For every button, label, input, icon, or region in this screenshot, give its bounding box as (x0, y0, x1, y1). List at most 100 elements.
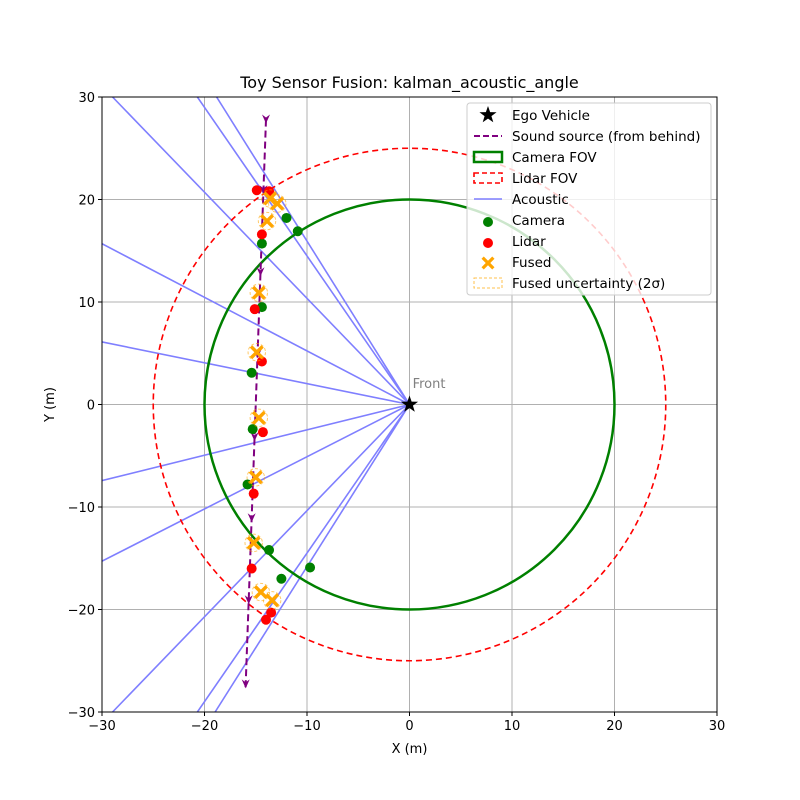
acoustic-ray (102, 243, 410, 406)
legend-item-lidar-patch: Lidar FOV (473, 171, 578, 187)
x-tick-label: 20 (606, 719, 623, 734)
acoustic-ray (214, 404, 411, 712)
legend-item-x: Fused (481, 255, 552, 271)
sound-source-arrow-marker (247, 513, 256, 523)
front-annotation: Front (413, 377, 446, 392)
lidar-point (248, 488, 259, 499)
lidar-point (256, 356, 267, 367)
x-tick-label: −20 (191, 719, 218, 734)
x-tick-label: 0 (405, 719, 413, 734)
fused-point (251, 285, 266, 300)
fused-uncertainty-circle (251, 582, 271, 602)
acoustic-ray (111, 97, 411, 406)
fused-uncertainty-circle (257, 211, 277, 231)
acoustic-ray (102, 403, 410, 482)
legend-item-dash-line: Sound source (from behind) (474, 129, 700, 145)
legend-item-lidar-dot: Lidar (483, 234, 546, 250)
legend-lidar-dot-icon (483, 238, 493, 248)
x-tick-label: −10 (293, 719, 320, 734)
acoustic-ray (215, 97, 411, 405)
sound-source-path (244, 119, 267, 690)
legend-camera-dot-icon (483, 217, 493, 227)
y-tick-label: 10 (78, 296, 95, 311)
legend-label: Fused (512, 255, 552, 271)
acoustic-ray (196, 404, 411, 712)
y-tick-label: 30 (78, 91, 95, 106)
sound-source-arrow-marker (250, 432, 259, 442)
fused-uncertainty-circle (247, 343, 266, 362)
fused-point (249, 345, 264, 360)
legend-label: Sound source (from behind) (512, 129, 700, 145)
legend-fused-icon (481, 256, 495, 270)
camera-point (247, 424, 258, 435)
legend-item-camera-dot: Camera (483, 213, 565, 229)
x-tick-label: 30 (709, 719, 726, 734)
sound-source-arrow-marker (259, 185, 268, 195)
legend-label: Acoustic (512, 192, 569, 208)
acoustic-ray (102, 403, 410, 562)
camera-point (276, 573, 287, 584)
legend-item-camera-patch: Camera FOV (472, 150, 597, 166)
sound-source-arrow-marker (241, 679, 250, 689)
fused-point (253, 585, 268, 600)
fused-uncertainty-circle (249, 283, 269, 302)
camera-fov-circle (203, 198, 616, 611)
y-tick-label: 0 (87, 399, 95, 414)
camera-point (281, 212, 292, 223)
x-axis-label: X (m) (392, 742, 428, 757)
legend-label: Ego Vehicle (512, 108, 590, 124)
y-tick-label: −20 (68, 604, 95, 619)
plot-area: Front (102, 97, 667, 712)
fused-point (248, 470, 263, 485)
y-tick-label: 20 (78, 194, 95, 209)
legend-camera-fov-icon (472, 150, 504, 164)
camera-point (246, 367, 257, 378)
legend-item-line: Acoustic (474, 192, 569, 208)
fused-uncertainty-circle (262, 591, 282, 610)
x-tick-label: 10 (504, 719, 521, 734)
acoustic-ray (111, 403, 411, 712)
camera-point (305, 562, 316, 573)
camera-point (264, 545, 275, 556)
legend-star-icon (479, 106, 497, 123)
sound-source-arrow-marker (244, 595, 253, 605)
lidar-point (251, 185, 262, 196)
legend-label: Camera FOV (512, 150, 597, 166)
ticks: −30 −20 −10 0 10 20 30 −30 −20 −10 0 10 20 30 (68, 91, 726, 734)
lidar-point (256, 229, 267, 240)
legend-box (466, 102, 712, 296)
lidar-point (261, 614, 271, 625)
legend-label: Camera (512, 213, 565, 229)
ego-vehicle-star (400, 395, 419, 412)
legend-item-uncert-patch: Fused uncertainty (2σ) (473, 276, 665, 292)
y-axis-label: Y (m) (43, 387, 58, 423)
fused-uncertainty-circle (268, 194, 287, 213)
fused-point (265, 593, 280, 608)
legend-item-star: Ego Vehicle (479, 106, 590, 124)
chart-title: Toy Sensor Fusion: kalman_acoustic_angle (239, 73, 579, 93)
legend-lidar-fov-icon (473, 172, 503, 184)
camera-point (292, 226, 303, 237)
fused-point (251, 410, 266, 425)
legend-uncertainty-icon (473, 277, 503, 289)
fused-uncertainty-circle (249, 408, 269, 428)
sound-source-arrow-marker (256, 267, 265, 277)
fused-uncertainty-circle (244, 533, 263, 553)
fused-uncertainty-circle (246, 468, 265, 487)
sound-source-arrow-marker (262, 114, 270, 124)
lidar-point (246, 563, 257, 574)
lidar-fov-circle (152, 147, 667, 662)
y-tick-label: −10 (68, 501, 95, 516)
legend-label: Fused uncertainty (2σ) (512, 276, 665, 292)
camera-point (256, 238, 267, 249)
fused-point (246, 535, 261, 550)
lidar-point (257, 427, 268, 438)
legend-label: Lidar (512, 234, 546, 250)
lidar-point (249, 304, 260, 315)
fused-uncertainty-circle (260, 189, 280, 208)
x-tick-label: −30 (88, 719, 115, 734)
lidar-point (266, 607, 277, 618)
acoustic-ray (196, 97, 411, 405)
fused-point (260, 214, 275, 229)
